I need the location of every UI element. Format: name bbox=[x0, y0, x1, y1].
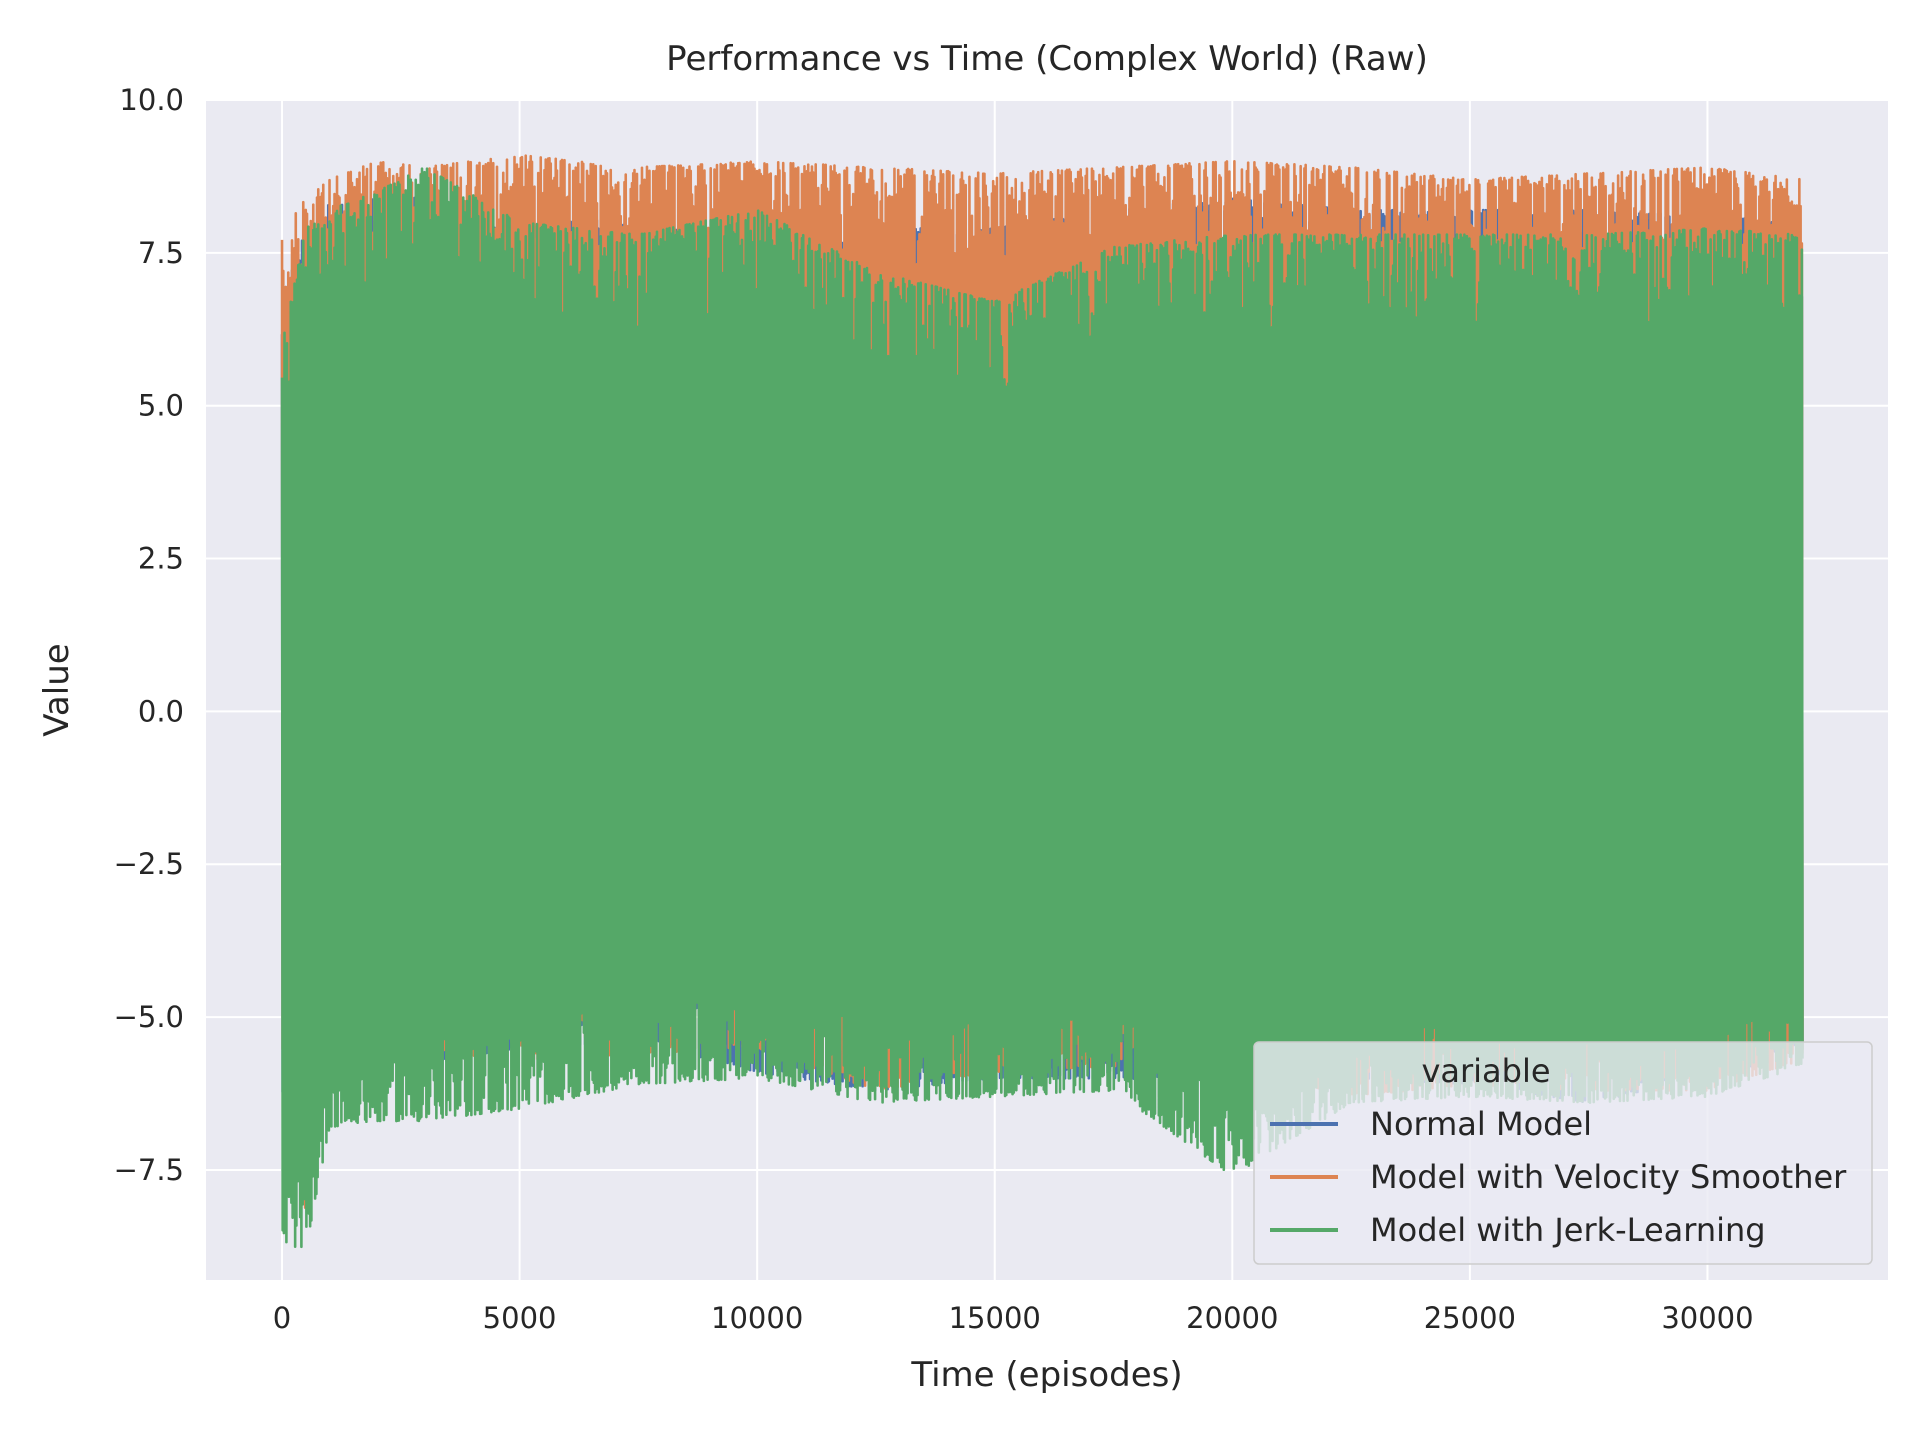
x-tick-label: 25000 bbox=[1424, 1301, 1516, 1335]
x-tick-label: 0 bbox=[273, 1301, 291, 1335]
legend-label-jerk-learning: Model with Jerk-Learning bbox=[1370, 1211, 1766, 1249]
y-tick-label: 0.0 bbox=[138, 694, 184, 728]
tick-labels: 0 5000 10000 15000 20000 25000 30000 −7.5 −5.0 −2… bbox=[114, 83, 1754, 1335]
legend: variable Normal Model Model with Velocity… bbox=[1253, 1041, 1873, 1265]
y-tick-label: −2.5 bbox=[114, 847, 184, 881]
x-tick-label: 30000 bbox=[1661, 1301, 1753, 1335]
series-line-jerk-learning bbox=[280, 167, 1804, 1249]
series-layer bbox=[280, 154, 1804, 1249]
legend-items: Normal Model Model with Velocity Smoother… bbox=[1270, 1105, 1847, 1249]
y-tick-label: 5.0 bbox=[138, 389, 184, 423]
y-tick-label: 2.5 bbox=[138, 542, 184, 576]
y-tick-label: −5.0 bbox=[114, 1000, 184, 1034]
y-tick-label: 10.0 bbox=[119, 83, 184, 117]
legend-label-normal-model: Normal Model bbox=[1370, 1105, 1592, 1143]
x-tick-label: 5000 bbox=[483, 1301, 557, 1335]
legend-box bbox=[1253, 1041, 1873, 1265]
y-tick-label: 7.5 bbox=[138, 236, 184, 270]
y-tick-label: −7.5 bbox=[114, 1153, 184, 1187]
x-tick-label: 10000 bbox=[711, 1301, 803, 1335]
legend-label-velocity-smoother: Model with Velocity Smoother bbox=[1370, 1158, 1847, 1196]
chart-title: Performance vs Time (Complex World) (Raw… bbox=[666, 39, 1428, 79]
x-tick-label: 20000 bbox=[1186, 1301, 1278, 1335]
legend-title: variable bbox=[1421, 1052, 1550, 1090]
x-axis-label: Time (episodes) bbox=[910, 1355, 1182, 1395]
y-axis-label: Value bbox=[37, 643, 77, 736]
x-tick-label: 15000 bbox=[949, 1301, 1041, 1335]
